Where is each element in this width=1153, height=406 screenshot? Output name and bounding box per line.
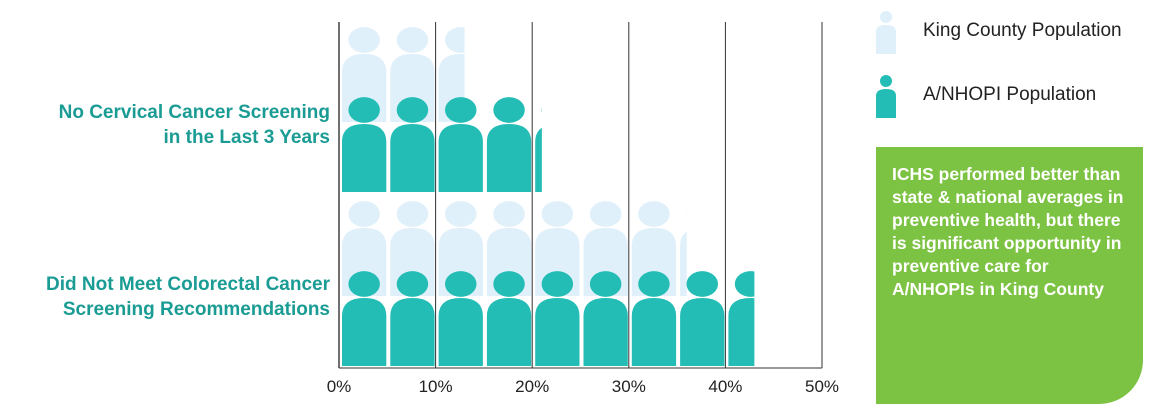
category-label-colorectal: Did Not Meet Colorectal Cancer Screening… (0, 272, 330, 322)
person-icon (680, 271, 725, 366)
category-label-cervical: No Cervical Cancer Screening in the Last… (0, 100, 330, 150)
person-icon (535, 107, 542, 192)
category-label-line: Did Not Meet Colorectal Cancer (46, 274, 330, 295)
person-icon (486, 97, 532, 192)
x-tick-label: 20% (515, 377, 549, 396)
x-tick-label: 30% (612, 377, 646, 396)
x-tick-label: 10% (419, 377, 453, 396)
x-tick-label: 50% (805, 377, 839, 396)
category-label-line: Screening Recommendations (62, 299, 330, 320)
person-icon (728, 271, 755, 366)
person-icon (438, 97, 483, 192)
category-label-line: in the Last 3 Years (163, 127, 330, 148)
person-icon (876, 75, 896, 118)
legend-label: King County Population (923, 20, 1122, 41)
bar-anhopi-cervical (342, 97, 542, 192)
person-icon (438, 271, 483, 366)
x-tick-label: 40% (708, 377, 742, 396)
bar-anhopi-colorectal (342, 271, 755, 366)
x-tick-label: 0% (327, 377, 352, 396)
person-icon (342, 271, 387, 366)
person-icon (631, 271, 677, 366)
category-label-line: No Cervical Cancer Screening (58, 102, 330, 123)
person-icon (390, 271, 435, 366)
person-icon (486, 271, 532, 366)
person-icon (535, 271, 580, 366)
callout-box: ICHS performed better than state & natio… (876, 147, 1143, 404)
person-icon (876, 11, 896, 54)
legend-item-anhopi: A/NHOPI Population (875, 74, 1145, 118)
legend-item-king-county: King County Population (875, 10, 1145, 54)
legend-label: A/NHOPI Population (923, 84, 1097, 105)
person-icon (583, 271, 628, 366)
person-icon (342, 97, 387, 192)
callout-text: ICHS performed better than state & natio… (892, 164, 1124, 299)
person-icon (390, 97, 435, 192)
person-icon (680, 211, 687, 296)
